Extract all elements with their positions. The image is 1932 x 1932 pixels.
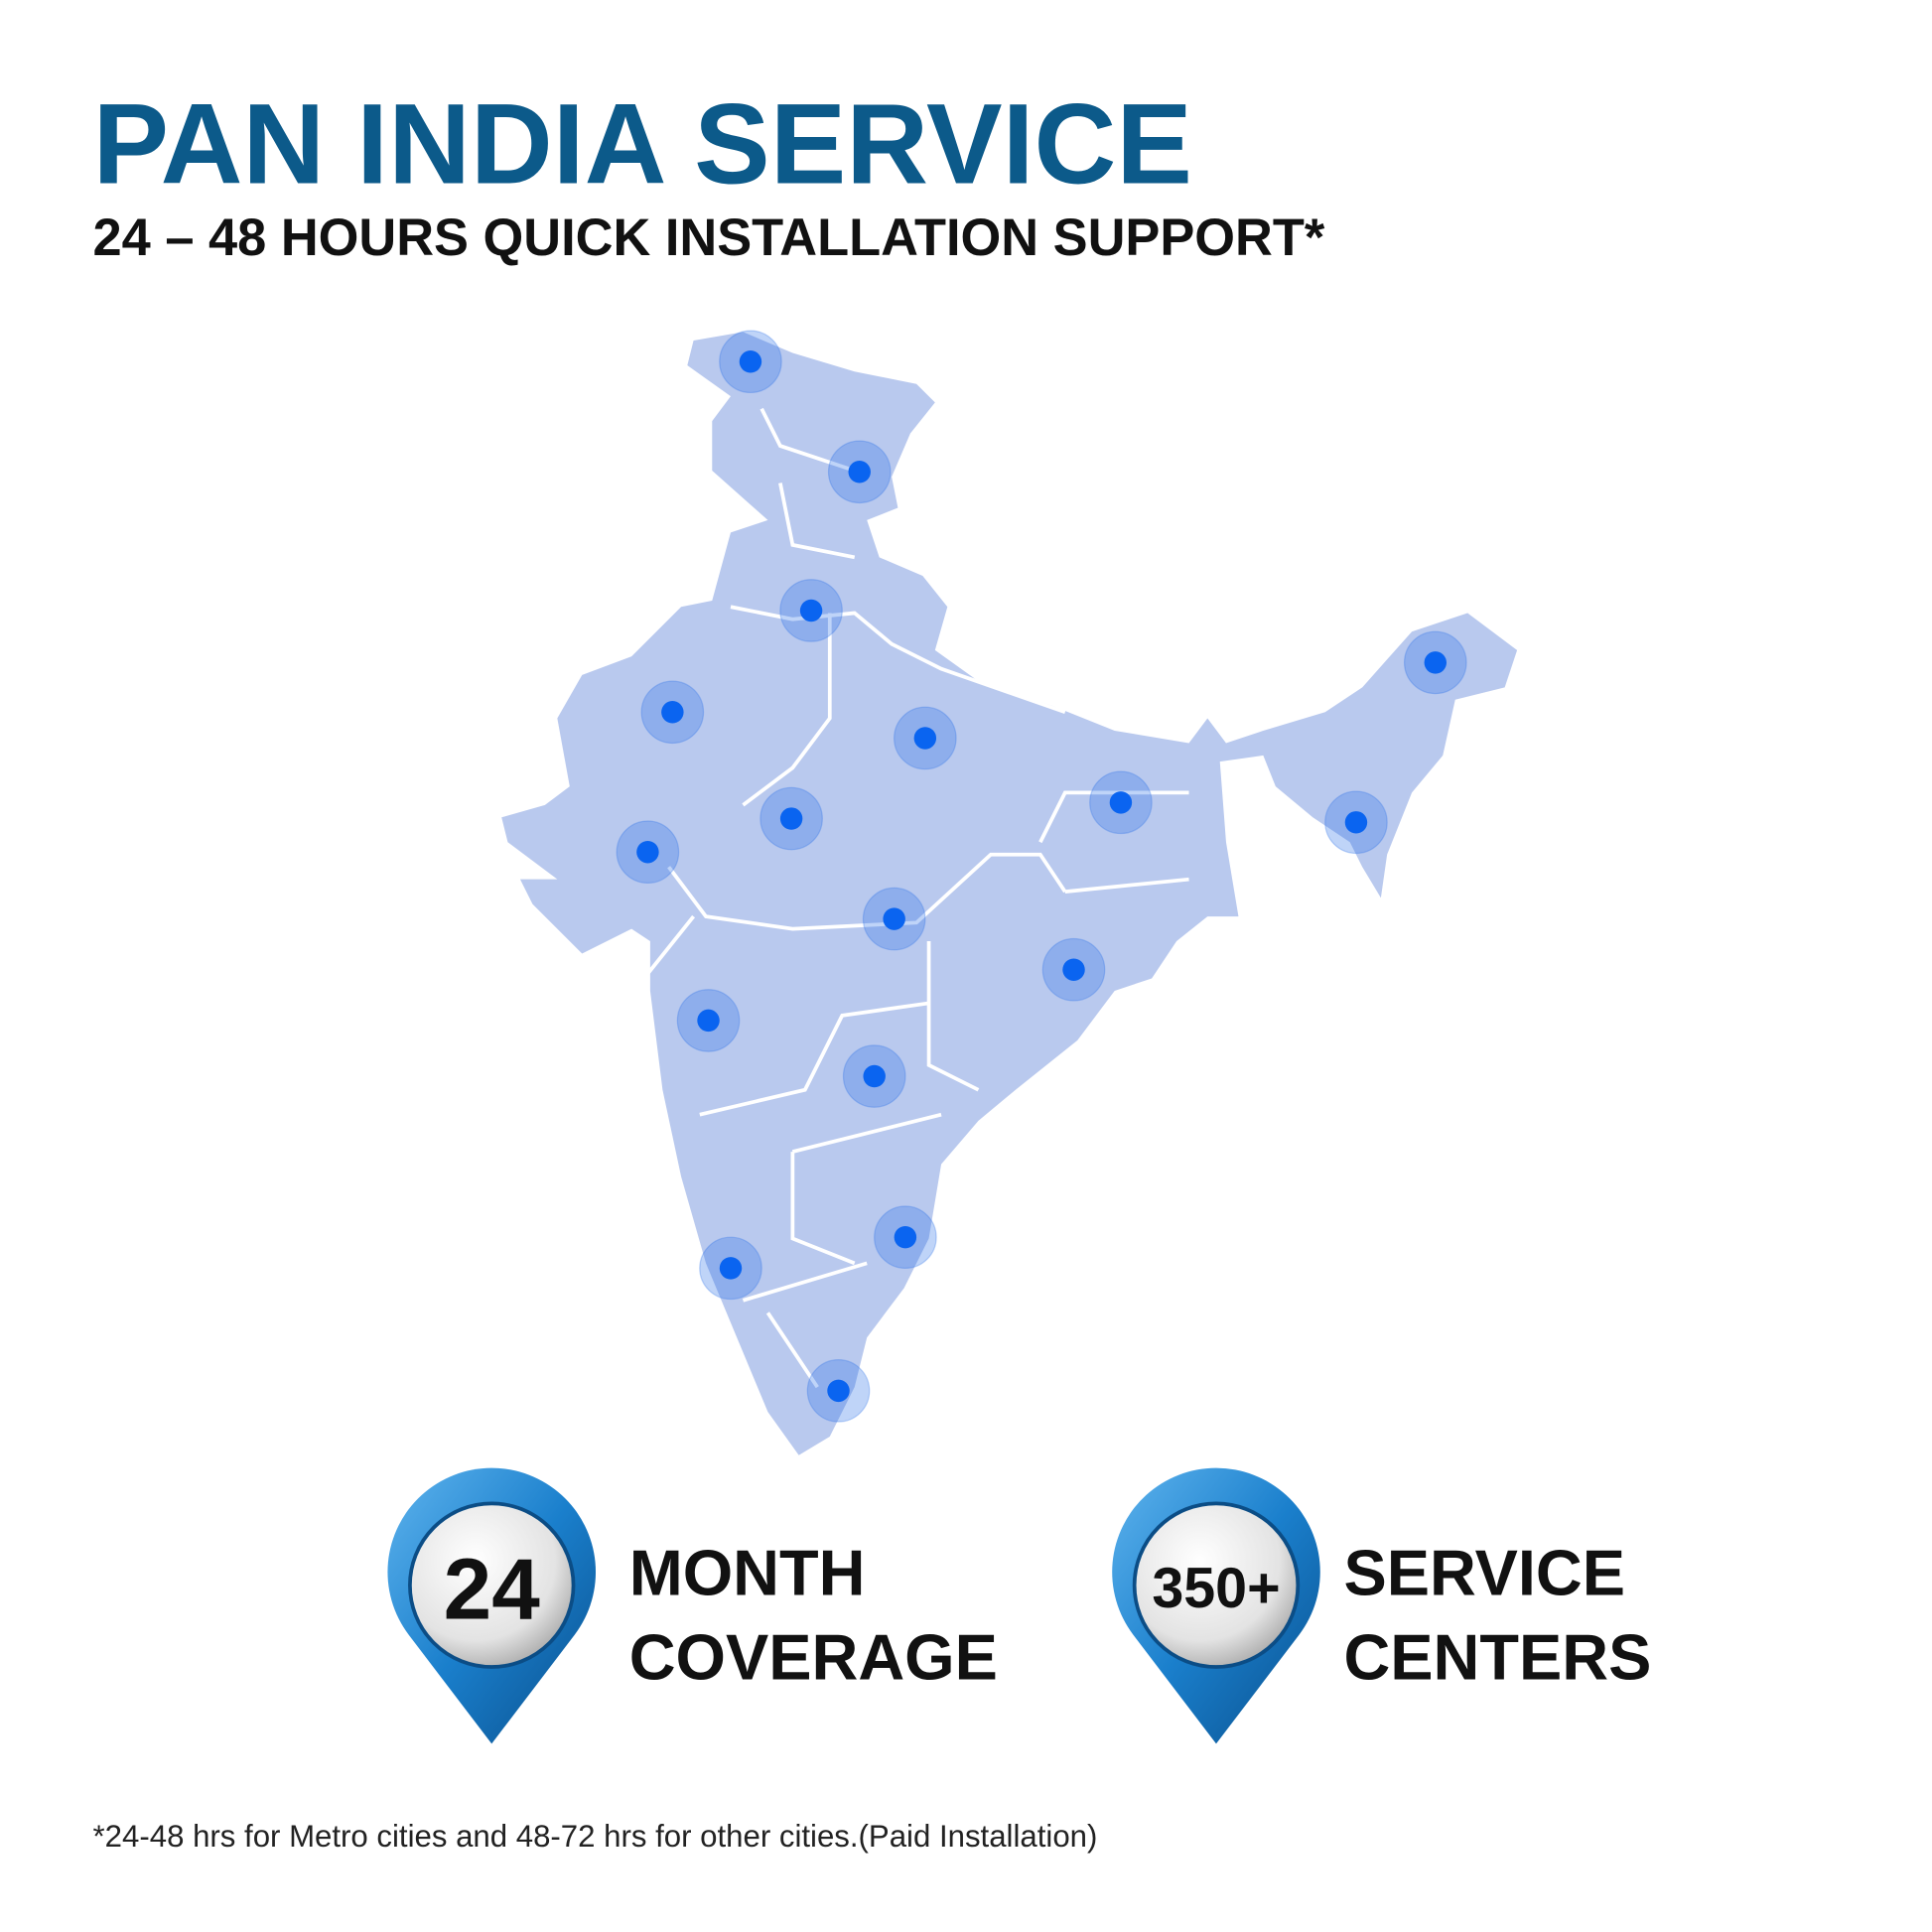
footnote: *24-48 hrs for Metro cities and 48-72 hr…	[93, 1819, 1098, 1854]
title: PAN INDIA SERVICE	[93, 81, 1192, 208]
badge-label: MONTH	[629, 1537, 866, 1609]
badge-label: COVERAGE	[629, 1621, 998, 1694]
badge-number: 350+	[1152, 1557, 1280, 1620]
badge-label: SERVICE	[1343, 1537, 1625, 1609]
badge-number: 24	[444, 1540, 541, 1637]
subtitle: 24 – 48 HOURS QUICK INSTALLATION SUPPORT…	[93, 209, 1325, 267]
india-map	[501, 330, 1518, 1455]
badge: 24 MONTH COVERAGE	[387, 1467, 998, 1744]
badge-label: CENTERS	[1343, 1621, 1651, 1694]
badge: 350+ SERVICE CENTERS	[1112, 1467, 1651, 1744]
